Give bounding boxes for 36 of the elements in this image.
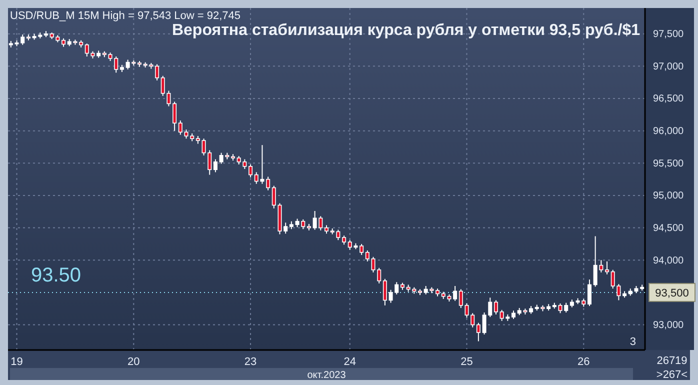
y-tick-label: 96,000: [653, 126, 684, 138]
text: 93,500: [655, 287, 689, 300]
candlestick: [587, 279, 592, 307]
x-tick-label: 20: [128, 356, 140, 368]
candlestick: [605, 260, 610, 275]
annotation: 93.50: [31, 264, 82, 286]
text: 26719: [656, 355, 688, 367]
y-tick-label: 96,500: [653, 94, 684, 105]
candlestick: [155, 64, 160, 81]
x-tick-label: 19: [10, 356, 23, 368]
y-tick-label: 95,000: [653, 190, 684, 202]
candlestick: [382, 278, 387, 306]
y-tick-label: 93,000: [653, 320, 684, 331]
candlestick: [172, 101, 177, 132]
x-tick-label: 24: [344, 356, 356, 368]
candlestick: [494, 300, 498, 315]
x-axis-title: окт.2023: [307, 370, 346, 381]
y-tick-label: 94,000: [653, 255, 684, 266]
text: Вероятна стабилизация курса рубля у отметки 93,5 руб./$1: [172, 22, 640, 39]
y-tick-label: 97,000: [653, 61, 684, 72]
y-tick-label: 97,500: [653, 29, 684, 40]
x-tick-label: 26: [578, 356, 590, 368]
chart-subtitle: USD/RUB_M 15M High = 97,543 Low = 92,745: [10, 10, 241, 22]
candlestick: [266, 176, 270, 191]
y-tick-label: 95,500: [653, 158, 684, 170]
y-tick-label: 94,500: [653, 223, 684, 234]
text: >267<: [656, 369, 688, 381]
candlestick: [453, 285, 458, 302]
candlestick: [476, 322, 480, 342]
candlestick: [360, 243, 364, 256]
annotation: 3: [630, 336, 636, 348]
x-tick-label: 25: [460, 356, 473, 368]
candlestick: [213, 158, 218, 173]
x-tick-label: 23: [244, 356, 257, 368]
candlestick: [342, 235, 346, 246]
candlestick: [248, 164, 253, 178]
